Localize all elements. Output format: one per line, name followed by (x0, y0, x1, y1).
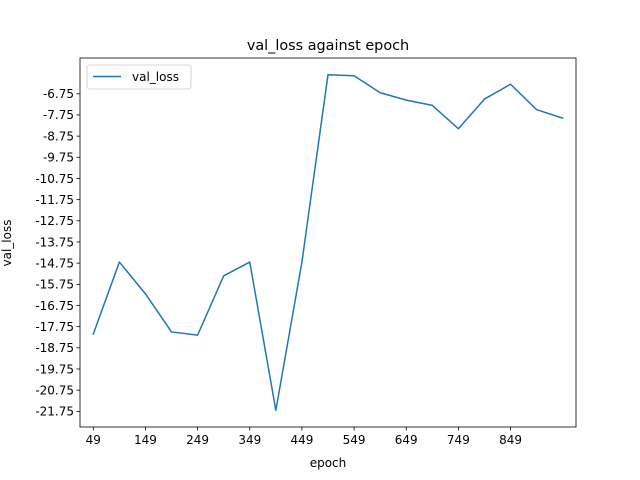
y-tick-label: -11.75 (35, 193, 74, 207)
y-tick-label: -18.75 (35, 341, 74, 355)
y-axis-label: val_loss (0, 220, 14, 267)
y-axis: -6.75 -7.75 -8.75 -9.75 -10.75 -11.75 -12.75 -1… (35, 87, 80, 419)
x-tick-label: 149 (134, 433, 157, 447)
x-tick-label: 749 (447, 433, 470, 447)
x-axis: 49 149 249 349 449 549 649 749 849 (86, 427, 522, 447)
legend-box (86, 64, 192, 90)
plot-area (79, 57, 577, 428)
legend-label: val_loss (132, 70, 179, 84)
x-tick-label: 249 (186, 433, 209, 447)
y-tick-label: -9.75 (43, 151, 74, 165)
x-tick-label: 549 (343, 433, 366, 447)
x-tick-label: 49 (86, 433, 101, 447)
y-tick-label: -13.75 (35, 235, 74, 249)
y-tick-label: -21.75 (35, 405, 74, 419)
x-tick-label: 349 (238, 433, 261, 447)
y-tick-label: -19.75 (35, 362, 74, 376)
y-tick-label: -15.75 (35, 278, 74, 292)
axes-frame (79, 57, 577, 428)
chart-title: val_loss against epoch (247, 38, 409, 54)
y-tick-label: -8.75 (43, 129, 74, 143)
y-tick-label: -7.75 (43, 108, 74, 122)
series-line-0 (92, 73, 564, 412)
y-tick-label: -14.75 (35, 256, 74, 270)
x-tick-label: 449 (290, 433, 313, 447)
y-tick-label: -6.75 (43, 87, 74, 101)
x-tick-label: 849 (499, 433, 522, 447)
y-tick-label: -16.75 (35, 299, 74, 313)
y-tick-label: -20.75 (35, 383, 74, 397)
x-axis-label: epoch (310, 456, 347, 470)
y-tick-label: -17.75 (35, 320, 74, 334)
y-tick-label: -10.75 (35, 172, 74, 186)
y-tick-label: -12.75 (35, 214, 74, 228)
x-tick-label: 649 (395, 433, 418, 447)
legend: val_loss (86, 64, 192, 90)
